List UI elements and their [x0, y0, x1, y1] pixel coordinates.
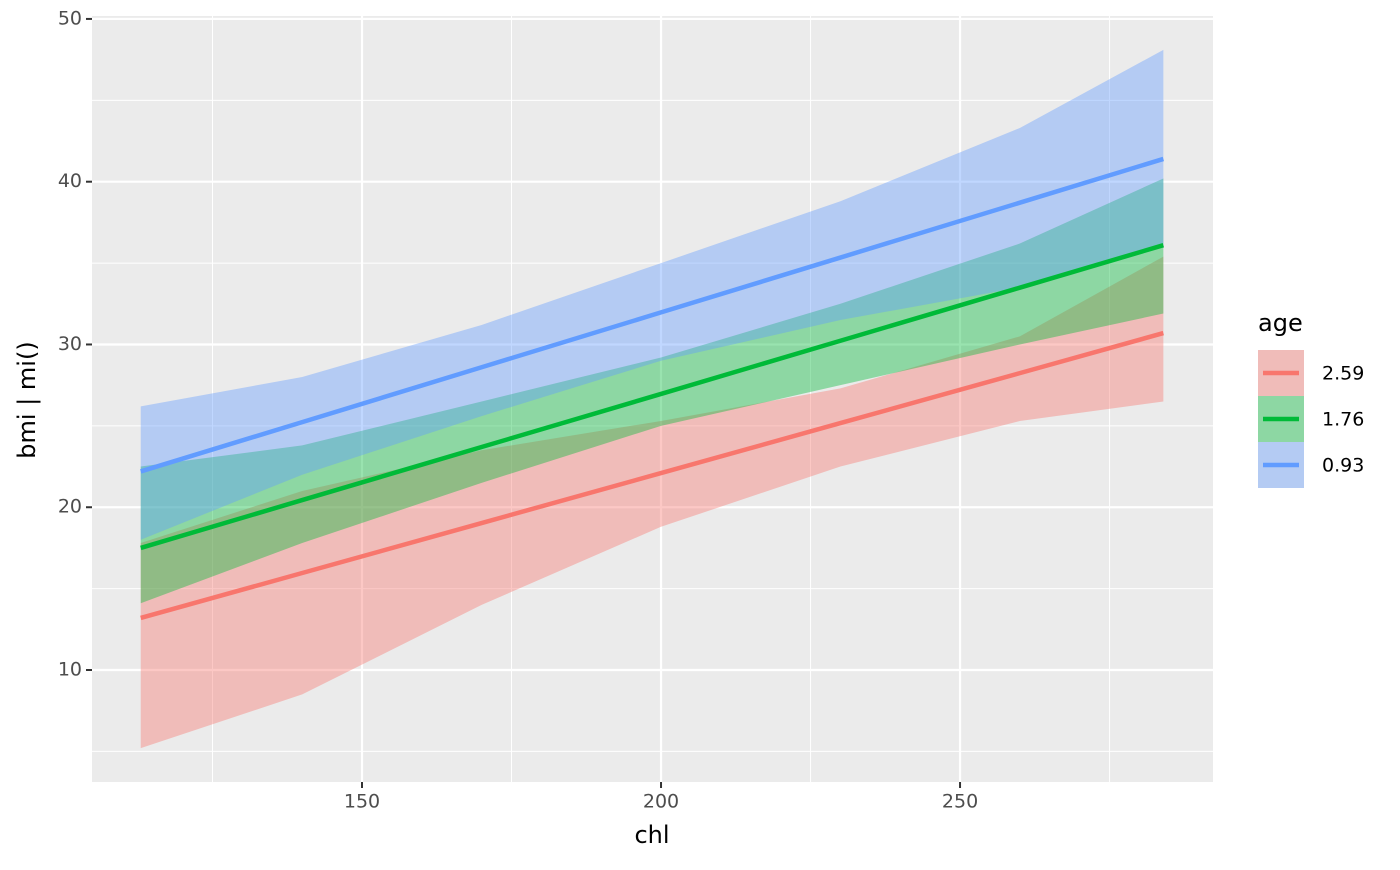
- x-tick-label: 150: [344, 791, 380, 813]
- legend-title: age: [1258, 309, 1303, 337]
- x-axis-title: chl: [634, 821, 669, 849]
- x-tick-label: 200: [643, 791, 679, 813]
- confidence-ribbon: [140, 49, 1164, 540]
- series-line: [140, 330, 1164, 621]
- legend-label: 1.76: [1322, 409, 1364, 431]
- legend: 2.59 1.76 0.93: [1258, 350, 1364, 488]
- confidence-ribbon: [140, 178, 1164, 604]
- lines: [140, 156, 1165, 621]
- series-line: [140, 156, 1165, 474]
- legend-label: 2.59: [1322, 363, 1364, 385]
- confidence-ribbon: [140, 256, 1164, 749]
- ribbons: [140, 49, 1164, 749]
- legend-label: 0.93: [1322, 455, 1364, 477]
- y-tick-label: 20: [58, 496, 82, 518]
- grid: [92, 16, 1213, 782]
- y-tick-label: 50: [58, 7, 82, 29]
- x-tick-label: 250: [942, 791, 978, 813]
- y-tick-label: 10: [58, 659, 82, 681]
- series-line: [140, 243, 1164, 551]
- panel-background: [92, 16, 1213, 782]
- y-tick-label: 30: [58, 333, 82, 355]
- y-axis-title: bmi | mi(): [13, 341, 41, 458]
- axes: 150 200 250 10 20 30 40 50: [58, 7, 978, 812]
- y-tick-label: 40: [58, 170, 82, 192]
